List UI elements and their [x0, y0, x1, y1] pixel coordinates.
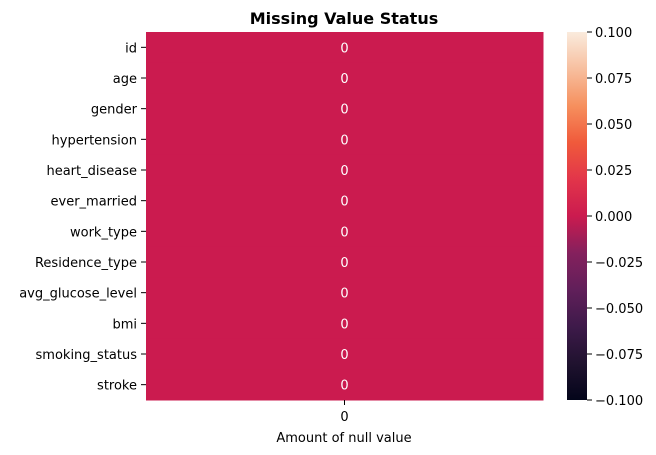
- y-tick-label: age: [113, 72, 137, 87]
- y-tick-label: id: [125, 41, 137, 56]
- heatmap-cell-value: 0: [340, 348, 348, 363]
- colorbar-tick-label: 0.075: [595, 72, 632, 87]
- y-axis: id age gender hypertension heart_diseaseever…: [19, 41, 146, 394]
- colorbar-gradient: [567, 32, 587, 400]
- x-axis-label: Amount of null value: [276, 431, 411, 446]
- heatmap-cell: [146, 185, 544, 217]
- colorbar-tick-label: −0.100: [595, 394, 643, 409]
- heatmap-cell-value: 0: [340, 195, 348, 210]
- colorbar-tick-label: 0.100: [595, 26, 632, 41]
- heatmap-cell: [146, 308, 544, 340]
- x-tick-label: 0: [340, 410, 348, 425]
- heatmap-cell: [146, 216, 544, 248]
- x-axis: 0: [340, 400, 349, 425]
- y-tick-label: gender: [91, 103, 138, 118]
- heatmap-cell-value: 0: [340, 287, 348, 302]
- heatmap-cell-value: 0: [340, 103, 348, 118]
- heatmap-cell: [146, 124, 544, 156]
- heatmap-cell-value: 0: [340, 72, 348, 87]
- colorbar-tick-label: −0.075: [595, 348, 643, 363]
- y-tick-label: avg_glucose_level: [19, 287, 137, 302]
- heatmap-cell: [146, 93, 544, 125]
- colorbar-tick-label: 0.025: [595, 164, 632, 179]
- y-tick-label: Residence_type: [35, 256, 137, 271]
- heatmap-cell: [146, 338, 544, 370]
- heatmap-cell-value: 0: [340, 379, 348, 394]
- y-tick-label: work_type: [70, 225, 137, 240]
- y-tick-label: stroke: [97, 379, 137, 394]
- heatmap-cell: [146, 246, 544, 278]
- colorbar-tick-label: 0.050: [595, 118, 632, 133]
- colorbar-tick-label: −0.050: [595, 302, 643, 317]
- heatmap-cell-value: 0: [340, 256, 348, 271]
- heatmap-cell: [146, 369, 544, 401]
- heatmap-cell: [146, 154, 544, 186]
- heatmap-cell-value: 0: [340, 133, 348, 148]
- heatmap-cell-value: 0: [340, 164, 348, 179]
- colorbar-tick-label: 0.000: [595, 210, 632, 225]
- heatmap-cell-value: 0: [340, 41, 348, 56]
- chart-title: Missing Value Status: [250, 9, 438, 28]
- heatmap-area: 0 0 0 0 0 0 0 0 0 0 0 0: [146, 32, 544, 401]
- y-tick-label: ever_married: [51, 195, 138, 210]
- heatmap-cell: [146, 62, 544, 94]
- y-tick-label: hypertension: [52, 133, 137, 148]
- colorbar-tick-label: −0.025: [595, 256, 643, 271]
- heatmap-cell-value: 0: [340, 225, 348, 240]
- heatmap-cell: [146, 277, 544, 309]
- heatmap-cell-value: 0: [340, 317, 348, 332]
- y-tick-label: heart_disease: [46, 164, 137, 179]
- y-tick-label: bmi: [112, 317, 137, 332]
- y-tick-label: smoking_status: [36, 348, 138, 363]
- heatmap-cell: [146, 32, 544, 64]
- colorbar: 0.100 0.075 0.050 0.025 0.000 −0.025 −0.050 −0.…: [567, 26, 643, 409]
